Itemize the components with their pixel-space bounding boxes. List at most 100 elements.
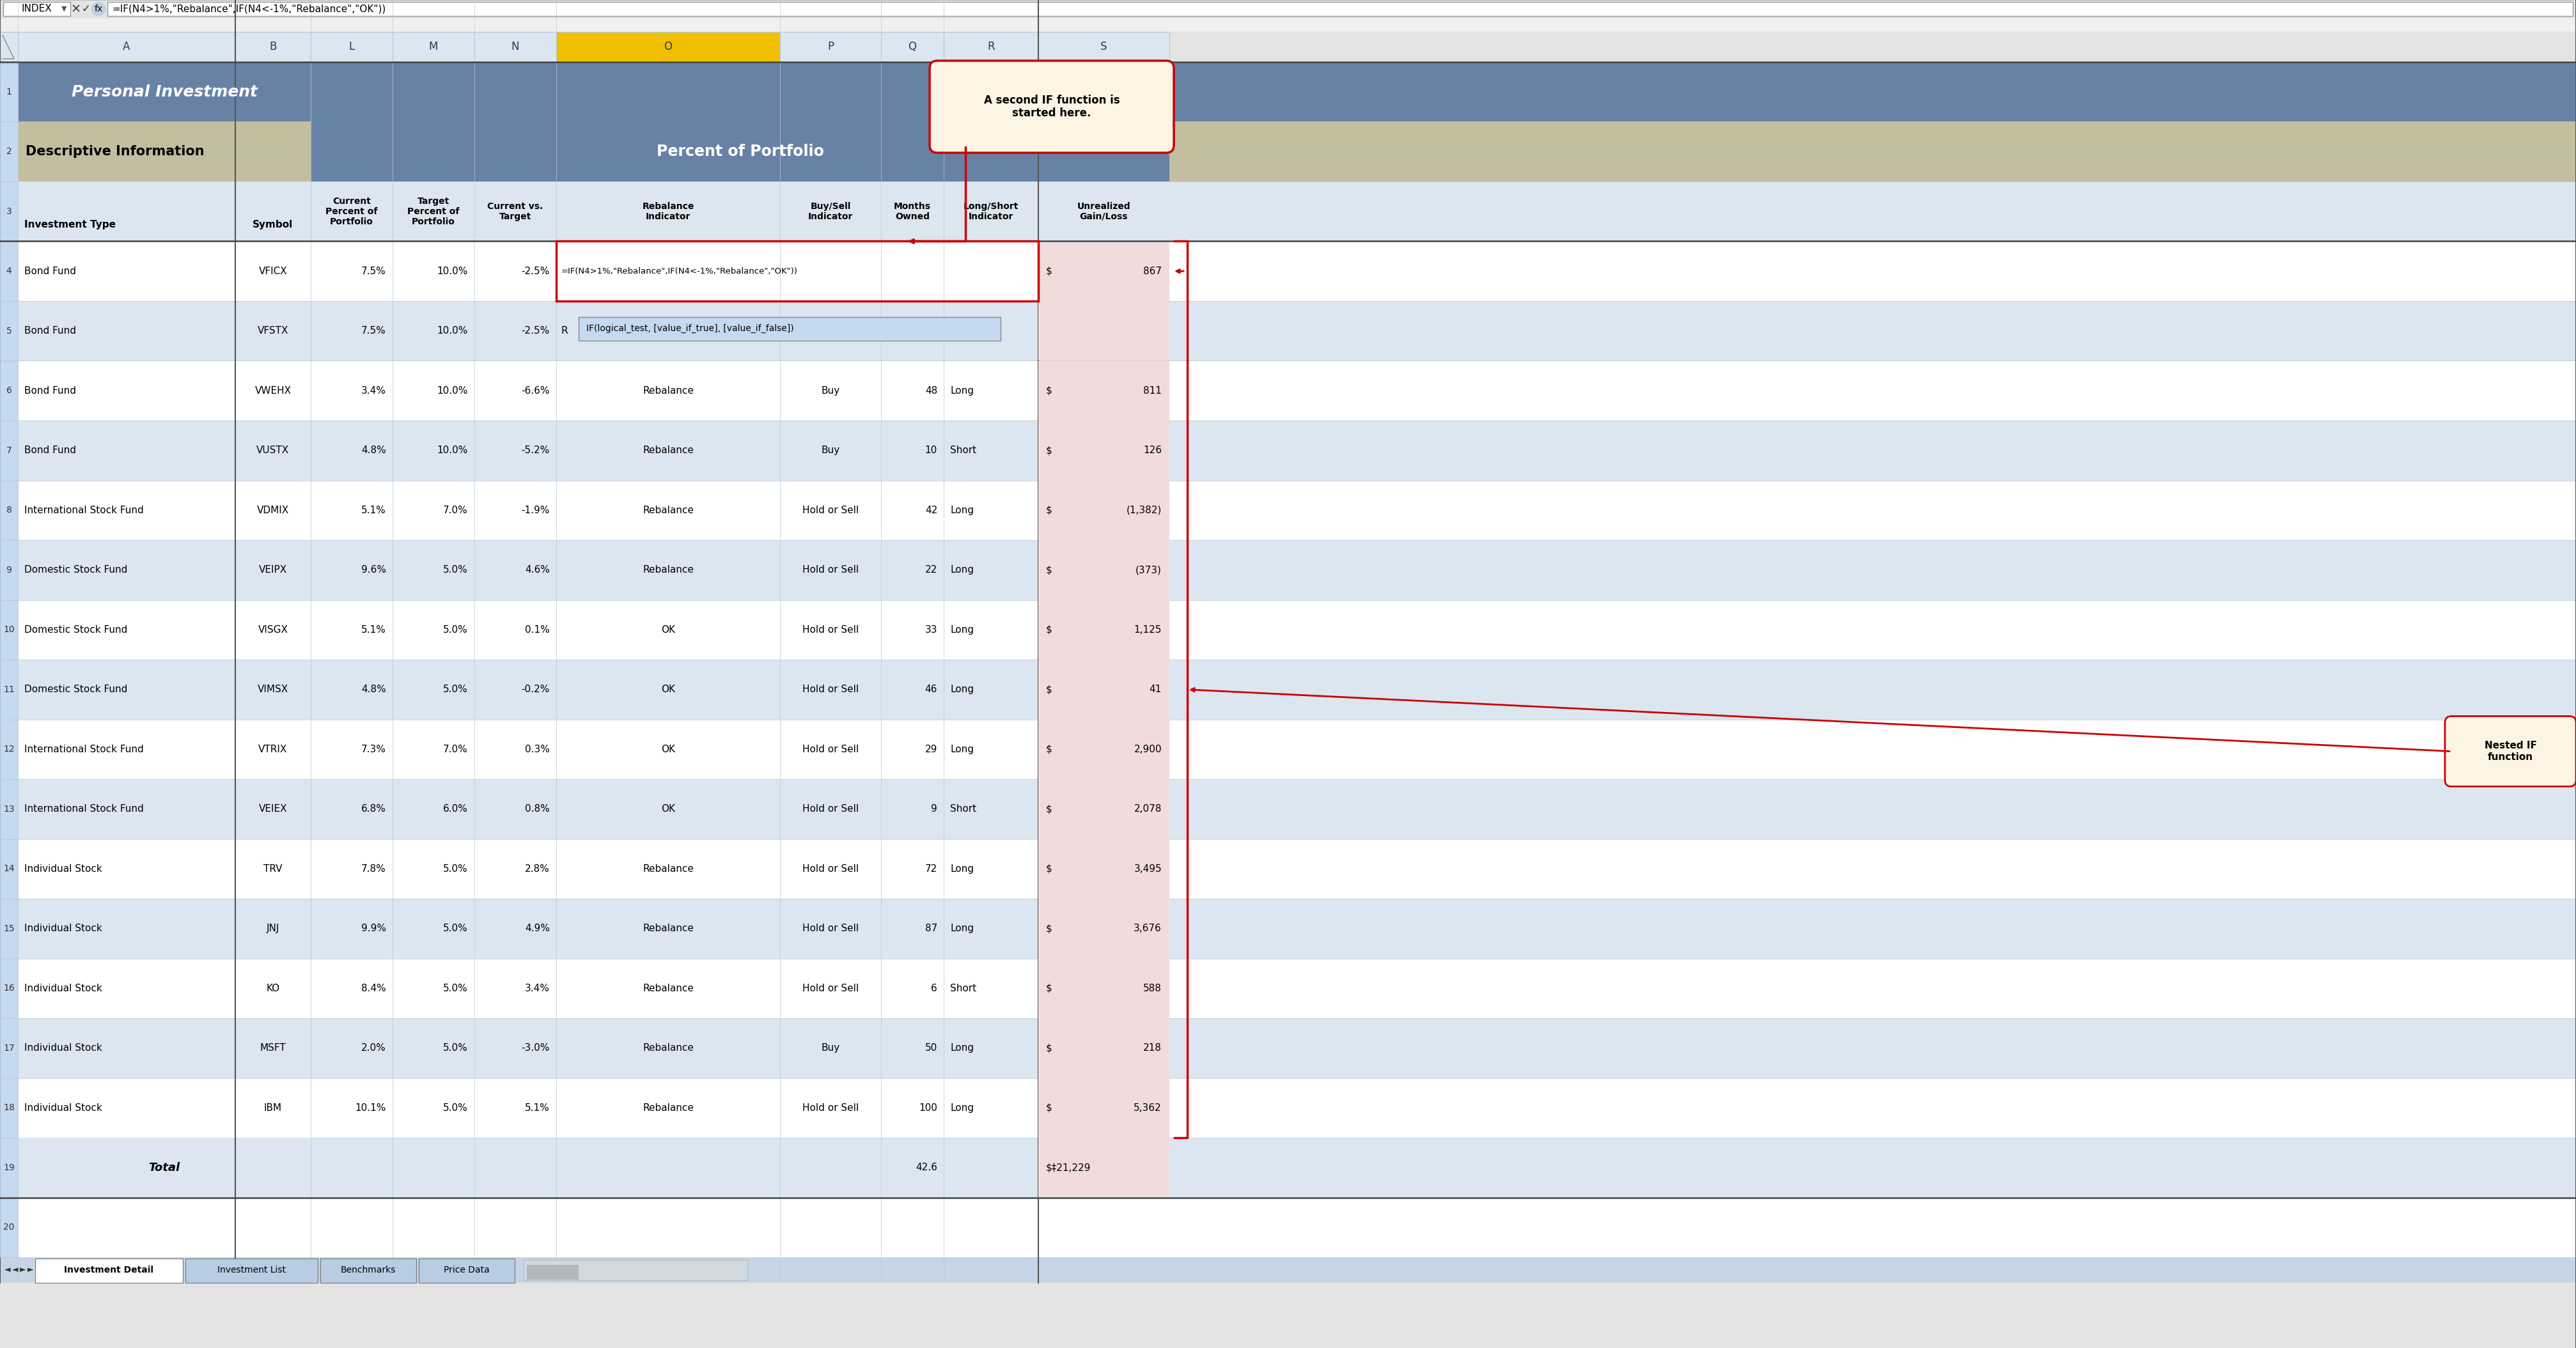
Bar	[0, 1078, 18, 1138]
Text: Current vs.
Target: Current vs. Target	[487, 202, 544, 221]
Text: S: S	[1100, 42, 1108, 53]
Text: 1,125: 1,125	[1133, 625, 1162, 635]
Text: Personal Investment: Personal Investment	[72, 84, 258, 100]
Text: 0.1%: 0.1%	[526, 625, 549, 635]
Text: 29: 29	[925, 744, 938, 754]
Bar	[0, 121, 18, 182]
Text: B: B	[270, 42, 276, 53]
Text: =IF(N4>1%,"Rebalance",IF(N4<-1%,"Rebalance","OK")): =IF(N4>1%,"Rebalance",IF(N4<-1%,"Rebalan…	[562, 267, 799, 275]
Bar	[0, 241, 18, 301]
Text: Hold or Sell: Hold or Sell	[801, 565, 858, 574]
Text: 4.8%: 4.8%	[361, 685, 386, 694]
Text: 3,495: 3,495	[1133, 864, 1162, 874]
Text: (373): (373)	[1136, 565, 1162, 574]
Text: Long/Short
Indicator: Long/Short Indicator	[963, 202, 1018, 221]
Text: -0.2%: -0.2%	[520, 685, 549, 694]
Text: 10: 10	[925, 446, 938, 456]
Bar	[319, 1259, 417, 1283]
Bar	[474, 32, 556, 62]
Text: 588: 588	[1144, 984, 1162, 993]
Text: 6.0%: 6.0%	[443, 805, 469, 814]
Text: ◄: ◄	[5, 1266, 10, 1274]
Bar	[18, 121, 312, 182]
Bar	[420, 1259, 515, 1283]
Text: -1.9%: -1.9%	[520, 506, 549, 515]
Text: Hold or Sell: Hold or Sell	[801, 805, 858, 814]
Text: Months
Owned: Months Owned	[894, 202, 930, 221]
Text: 10: 10	[3, 625, 15, 634]
Bar	[474, 62, 556, 121]
Bar	[0, 1258, 2576, 1283]
Text: 13: 13	[3, 805, 15, 813]
Text: (1,382): (1,382)	[1126, 506, 1162, 515]
Bar	[781, 32, 881, 62]
Text: 50: 50	[925, 1043, 938, 1053]
Text: A second IF function is
started here.: A second IF function is started here.	[984, 94, 1121, 119]
Text: 87: 87	[925, 923, 938, 933]
Text: 2.0%: 2.0%	[361, 1043, 386, 1053]
Text: $: $	[1046, 864, 1051, 874]
Bar	[0, 899, 18, 958]
Text: 3.4%: 3.4%	[361, 386, 386, 395]
Text: Rebalance: Rebalance	[641, 565, 693, 574]
Bar	[312, 32, 392, 62]
Text: 48: 48	[925, 386, 938, 395]
Bar	[392, 182, 474, 241]
Text: 0.8%: 0.8%	[526, 805, 549, 814]
Bar	[1038, 659, 1170, 720]
Bar	[1038, 421, 1170, 480]
Text: Rebalance: Rebalance	[641, 1103, 693, 1112]
Bar	[0, 541, 18, 600]
Text: fx: fx	[95, 4, 103, 13]
Text: 7: 7	[5, 446, 13, 454]
Bar	[0, 541, 2576, 600]
Bar	[36, 1259, 183, 1283]
Bar	[0, 720, 18, 779]
Text: 5.0%: 5.0%	[443, 625, 469, 635]
Text: 33: 33	[925, 625, 938, 635]
Text: 9.9%: 9.9%	[361, 923, 386, 933]
Text: 7.0%: 7.0%	[443, 506, 469, 515]
Bar	[312, 182, 392, 241]
Text: International Stock Fund: International Stock Fund	[23, 744, 144, 754]
Text: 5.0%: 5.0%	[443, 1043, 469, 1053]
Text: Short: Short	[951, 805, 976, 814]
Text: 811: 811	[1144, 386, 1162, 395]
Text: Long: Long	[951, 1103, 974, 1112]
Text: 218: 218	[1144, 1043, 1162, 1053]
Bar	[781, 182, 881, 241]
Bar	[1038, 62, 1170, 121]
Bar	[0, 899, 2576, 958]
Text: 5.0%: 5.0%	[443, 923, 469, 933]
Text: Bond Fund: Bond Fund	[23, 446, 77, 456]
Text: VWEHX: VWEHX	[255, 386, 291, 395]
Bar	[0, 301, 2576, 361]
Text: 2,900: 2,900	[1133, 744, 1162, 754]
Bar	[0, 659, 2576, 720]
Bar	[0, 1138, 18, 1197]
Bar	[1038, 361, 1170, 421]
Bar	[943, 62, 1038, 121]
Bar	[0, 241, 2576, 301]
Text: $: $	[1046, 923, 1051, 933]
Bar	[0, 958, 18, 1018]
Text: 5.0%: 5.0%	[443, 565, 469, 574]
Text: -2.5%: -2.5%	[520, 326, 549, 336]
Bar	[0, 838, 2576, 899]
Bar	[0, 421, 18, 480]
Text: 11: 11	[3, 685, 15, 694]
Text: R: R	[562, 326, 569, 336]
Text: 2,078: 2,078	[1133, 805, 1162, 814]
Bar	[3, 1, 70, 16]
Text: ✓: ✓	[82, 3, 90, 15]
Text: Hold or Sell: Hold or Sell	[801, 685, 858, 694]
Text: $: $	[1046, 1043, 1051, 1053]
Bar	[0, 182, 18, 241]
Text: 6.8%: 6.8%	[361, 805, 386, 814]
Text: 3: 3	[5, 208, 13, 216]
Bar	[0, 182, 2576, 241]
Bar	[0, 121, 2576, 182]
Text: -2.5%: -2.5%	[520, 267, 549, 276]
Text: Rebalance: Rebalance	[641, 386, 693, 395]
Text: Rebalance: Rebalance	[641, 506, 693, 515]
